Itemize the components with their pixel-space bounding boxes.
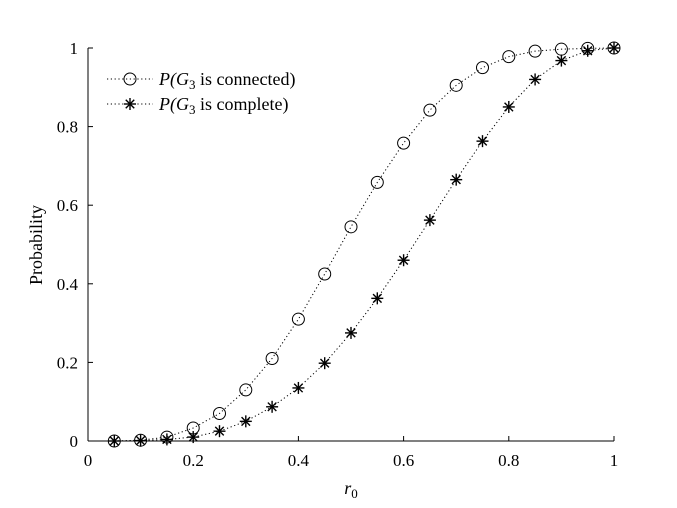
x-tick-labels: 0 0.2 0.4 0.6 0.8 1	[84, 451, 619, 470]
legend-label-connected: P(G3 is connected)	[158, 69, 295, 92]
data-point-circle	[318, 267, 332, 281]
data-point-star	[397, 254, 410, 267]
data-point-star	[423, 214, 436, 227]
y-tick-label: 0.6	[57, 196, 78, 215]
x-axis-title: r0	[344, 478, 358, 501]
data-point-star	[476, 135, 489, 148]
data-point-circle	[265, 351, 279, 365]
data-point-star	[581, 44, 594, 57]
x-tick-label: 0.4	[288, 451, 310, 470]
data-point-star	[608, 42, 620, 54]
x-tick-label: 0	[84, 451, 93, 470]
data-point-star	[529, 73, 542, 86]
y-tick-label: 0.8	[57, 118, 78, 137]
legend-entry-complete: P(G3 is complete)	[107, 94, 288, 117]
data-point-star	[266, 400, 279, 413]
legend-star-glyph	[124, 98, 136, 110]
data-point-circle	[397, 136, 411, 150]
data-point-star	[345, 326, 357, 339]
data-point-star	[213, 425, 226, 438]
legend-label-complete: P(G3 is complete)	[158, 94, 288, 117]
legend-marker-star	[124, 98, 136, 110]
data-point-star	[160, 433, 173, 446]
legend-marker-circle	[123, 72, 137, 86]
y-tick-label: 0.2	[57, 353, 78, 372]
x-tick-label: 0.8	[498, 451, 519, 470]
data-point-circle	[344, 220, 358, 234]
y-tick-label: 1	[70, 39, 79, 58]
x-axis-title-subscript: 0	[351, 486, 358, 501]
data-point-star	[292, 381, 305, 394]
data-point-circle	[213, 406, 226, 420]
data-point-circle	[239, 383, 253, 397]
y-axis-title: Probability	[26, 205, 46, 285]
y-tick-label: 0.4	[57, 275, 79, 294]
data-point-circle	[528, 44, 542, 58]
data-point-circle	[502, 50, 516, 64]
data-point-circle	[423, 103, 437, 117]
data-point-circle	[370, 175, 384, 189]
data-point-star	[450, 173, 463, 186]
data-point-star	[502, 100, 515, 113]
data-point-star	[371, 292, 384, 305]
data-point-circle	[476, 61, 489, 75]
data-point-star	[318, 357, 331, 370]
legend-entry-connected: P(G3 is connected)	[107, 69, 295, 92]
x-tick-label: 0.6	[393, 451, 414, 470]
x-tick-label: 0.2	[183, 451, 204, 470]
y-tick-label: 0	[70, 432, 79, 451]
data-point-star	[555, 54, 568, 67]
x-tick-label: 1	[610, 451, 619, 470]
legend: P(G3 is connected) P(G3 is complete)	[107, 69, 295, 117]
y-tick-labels: 0 0.2 0.4 0.6 0.8 1	[57, 39, 79, 451]
data-point-circle	[291, 312, 305, 326]
data-point-circle	[449, 78, 463, 92]
data-point-star	[239, 415, 252, 428]
